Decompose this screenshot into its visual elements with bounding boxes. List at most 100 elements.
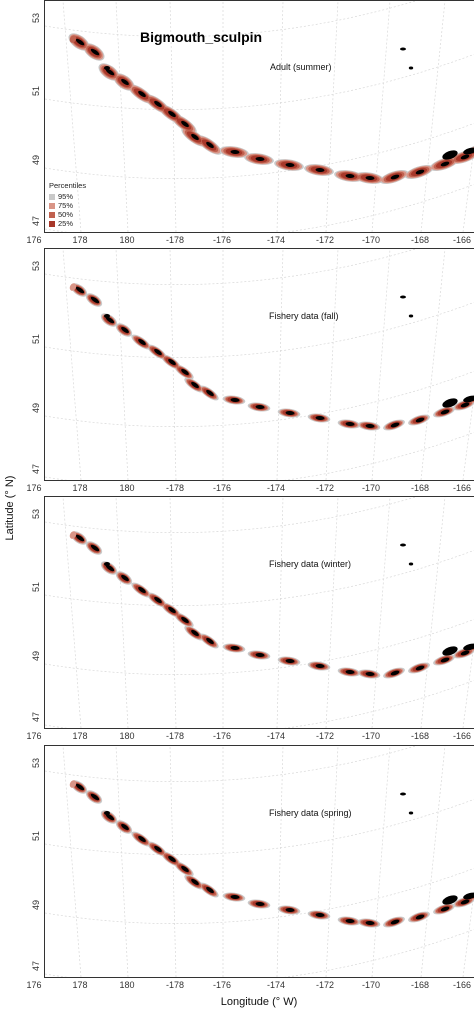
island	[460, 154, 470, 160]
graticule-lon	[115, 1, 129, 232]
island	[463, 643, 474, 651]
island	[90, 544, 100, 552]
graticule-lon	[169, 1, 177, 232]
island	[415, 169, 425, 175]
graticule-lat	[45, 497, 417, 533]
graticule-lat	[45, 618, 474, 675]
island	[463, 395, 474, 403]
legend-item: 95%	[49, 192, 86, 201]
graticule-lon	[115, 497, 129, 728]
island	[345, 421, 355, 427]
lon-tick-label: -168	[410, 980, 429, 990]
legend-label: 75%	[58, 201, 74, 210]
lon-tick-label: -168	[410, 235, 429, 245]
island-north	[400, 792, 406, 796]
island	[345, 173, 355, 179]
island	[105, 564, 115, 572]
lon-tick-label: -170	[361, 235, 380, 245]
graticule-lat	[45, 928, 474, 977]
lon-tick-label: 180	[119, 483, 135, 493]
island	[181, 865, 189, 873]
island	[181, 616, 189, 624]
island	[104, 562, 110, 566]
island-north	[408, 811, 414, 815]
graticule-lon	[62, 746, 82, 977]
lon-tick-label: -176	[212, 235, 231, 245]
legend-swatch	[49, 211, 55, 218]
lon-tick-label: -170	[361, 483, 380, 493]
lon-tick-label: -178	[165, 980, 184, 990]
island	[191, 381, 199, 389]
island	[285, 658, 295, 664]
island	[460, 899, 470, 905]
island	[415, 665, 425, 671]
graticule-lon	[276, 1, 284, 232]
legend-item: 50%	[49, 210, 86, 219]
graticule-lat	[45, 679, 474, 728]
island	[390, 919, 400, 925]
legend-swatch	[49, 202, 55, 209]
graticule-lon	[371, 497, 391, 728]
island	[121, 78, 129, 86]
island	[121, 326, 129, 334]
island	[206, 389, 214, 397]
island	[121, 823, 129, 831]
graticule-lat	[45, 183, 474, 232]
graticule-lon	[62, 249, 82, 480]
lon-tick-label: -176	[212, 731, 231, 741]
lon-tick-label: -172	[315, 483, 334, 493]
island	[440, 161, 450, 167]
legend-title: Percentiles	[49, 181, 87, 190]
legend-label: 50%	[58, 210, 74, 219]
panel-title: Adult (summer)	[270, 62, 332, 72]
lon-tick-label: -166	[452, 980, 471, 990]
island	[442, 646, 458, 656]
species-title: Bigmouth_sculpin	[140, 29, 263, 45]
island	[230, 149, 240, 155]
graticule-lon	[169, 746, 177, 977]
island	[154, 100, 162, 108]
island	[460, 650, 470, 656]
island	[75, 534, 85, 542]
island-north	[400, 47, 406, 51]
graticule-lon	[462, 640, 474, 728]
lat-tick-label: 47	[31, 712, 41, 723]
graticule-lon	[276, 249, 284, 480]
island	[168, 358, 176, 366]
island	[104, 314, 110, 318]
island	[315, 415, 325, 421]
island	[315, 167, 325, 173]
lon-tick-label: 178	[72, 483, 88, 493]
lon-tick-label: 176	[26, 483, 42, 493]
lon-tick-label: 180	[119, 235, 135, 245]
graticule-lat	[45, 53, 474, 110]
island	[138, 586, 146, 594]
island	[138, 835, 146, 843]
graticule-lat	[45, 370, 474, 427]
island	[365, 175, 375, 181]
island	[191, 133, 199, 141]
island	[105, 316, 115, 324]
island	[75, 783, 85, 791]
island	[440, 409, 450, 415]
island	[138, 338, 146, 346]
lat-tick-label: 53	[31, 261, 41, 272]
island	[138, 90, 146, 98]
map-canvas	[45, 1, 474, 232]
graticule-lon	[169, 249, 177, 480]
lon-tick-label: -172	[315, 235, 334, 245]
lat-tick-label: 51	[31, 831, 41, 842]
island	[191, 878, 199, 886]
lat-tick-label: 49	[31, 900, 41, 911]
island	[90, 793, 100, 801]
lat-tick-label: 53	[31, 509, 41, 520]
island	[75, 286, 85, 294]
lon-tick-label: 176	[26, 980, 42, 990]
island	[463, 892, 474, 900]
graticule-lon	[115, 746, 129, 977]
island	[255, 652, 265, 658]
lat-tick-label: 47	[31, 216, 41, 227]
island	[154, 596, 162, 604]
lon-tick-label: -176	[212, 980, 231, 990]
lon-tick-label: -176	[212, 483, 231, 493]
